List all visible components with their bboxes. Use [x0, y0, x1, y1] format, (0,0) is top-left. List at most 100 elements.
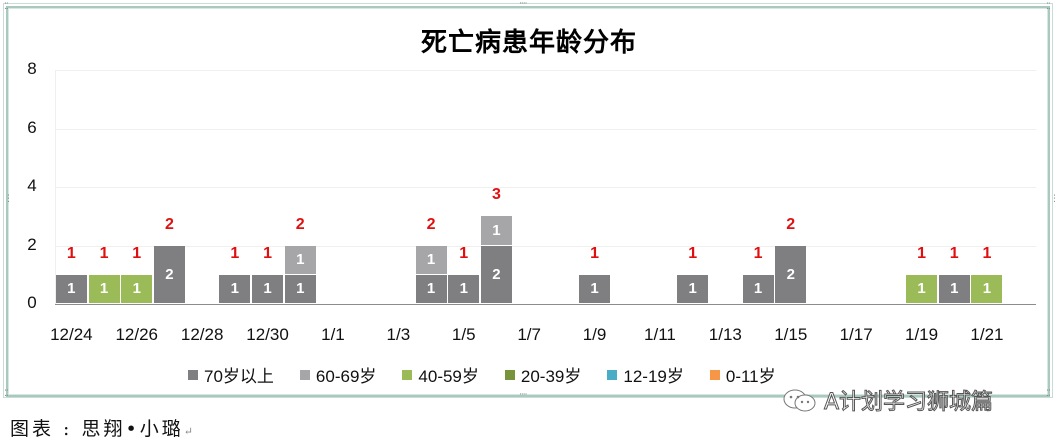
legend-label: 60-69岁	[315, 367, 377, 386]
resize-handle-top-right[interactable]: ⁚⁚	[1046, 2, 1051, 12]
total-label: 1	[917, 244, 926, 262]
legend: 70岁以上 60-69岁 40-59岁 20-39岁 12-19岁 0-11岁	[188, 362, 802, 387]
legend-swatch-icon	[607, 369, 618, 380]
bar-segment[interactable]: 1	[906, 274, 938, 303]
gridline	[55, 187, 1036, 188]
total-label: 2	[164, 215, 174, 233]
legend-label: 0-11岁	[725, 367, 776, 386]
bar-segment[interactable]: 1	[88, 274, 120, 303]
x-tick-label: 1/15	[774, 325, 808, 344]
legend-item[interactable]: 60-69岁	[299, 362, 377, 387]
total-label: 1	[982, 244, 992, 262]
bar-segment[interactable]: 2	[775, 245, 807, 303]
plot-left-border	[55, 70, 56, 304]
legend-swatch-icon	[402, 369, 413, 380]
bar-segment[interactable]: 1	[971, 274, 1003, 303]
total-label: 1	[949, 244, 959, 262]
bar-segment[interactable]: 2	[480, 245, 512, 303]
resize-handle-bottom-left[interactable]: ⁚⁚	[4, 389, 9, 399]
bar-segment[interactable]: 1	[252, 274, 284, 303]
y-tick-label: 0	[27, 293, 37, 312]
legend-swatch-icon	[709, 369, 720, 380]
x-tick-label: 1/17	[839, 325, 873, 344]
y-tick-label: 2	[27, 234, 37, 254]
legend-item[interactable]: 40-59岁	[402, 362, 479, 387]
bar-segment[interactable]: 1	[742, 274, 774, 303]
total-label: 1	[263, 244, 272, 262]
resize-handle-left[interactable]: ⋮	[4, 194, 13, 204]
bar-segment[interactable]: 1	[677, 274, 709, 303]
gridline	[55, 245, 1036, 247]
x-tick-label: 12/28	[180, 325, 224, 344]
resize-handle-bottom-right[interactable]: ⁚⁚	[1046, 389, 1051, 399]
total-label: 1	[66, 244, 76, 262]
total-label: 3	[491, 186, 501, 204]
x-tick-label: 1/5	[451, 325, 476, 344]
bar-segment[interactable]: 1	[55, 274, 87, 303]
resize-handle-right[interactable]: ⋮	[1050, 194, 1058, 204]
legend-swatch-icon	[299, 369, 310, 380]
figure-caption: 图表 : 思翔•小璐↵	[10, 414, 193, 441]
resize-handle-top-left[interactable]: ⁚⁚	[4, 2, 9, 12]
bar-segment[interactable]: 1	[480, 216, 512, 245]
legend-item[interactable]: 0-11岁	[709, 362, 776, 387]
x-tick-label: 1/9	[582, 325, 607, 344]
chart-title: 死亡病患年龄分布	[420, 28, 637, 58]
total-label: 1	[753, 244, 763, 262]
x-tick-label: 1/3	[386, 325, 411, 344]
bar-segment[interactable]: 1	[448, 274, 480, 303]
legend-swatch-icon	[188, 369, 198, 380]
y-tick-label: 8	[27, 59, 37, 78]
legend-label: 20-39岁	[520, 367, 582, 386]
bar-segment[interactable]: 2	[153, 245, 185, 303]
bar-segment[interactable]: 1	[284, 245, 316, 274]
x-tick-label: 1/21	[970, 325, 1004, 344]
x-tick-label: 1/1	[321, 325, 345, 344]
legend-label: 40-59岁	[418, 367, 479, 386]
resize-handle-top[interactable]: ····	[519, 0, 528, 9]
return-mark: ↵	[183, 425, 193, 438]
x-axis-line	[55, 304, 1036, 305]
legend-item[interactable]: 20-39岁	[504, 362, 582, 387]
legend-swatch-icon	[504, 369, 515, 380]
wechat-icon	[782, 388, 818, 412]
gridline	[55, 70, 1036, 71]
caption-text: 图表 : 思翔•小璐	[10, 418, 184, 440]
y-tick-label: 6	[27, 117, 37, 137]
y-tick-label: 4	[27, 176, 37, 195]
total-label: 2	[295, 215, 305, 233]
legend-label: 70岁以上	[204, 367, 274, 386]
x-tick-label: 1/11	[644, 325, 676, 344]
total-label: 2	[786, 215, 796, 233]
resize-handle-bottom[interactable]: ····	[519, 390, 528, 400]
x-tick-label: 1/7	[517, 325, 541, 344]
x-tick-label: 1/19	[905, 325, 939, 344]
watermark-text: A计划学习狮城篇	[823, 390, 994, 416]
legend-item[interactable]: 12-19岁	[607, 362, 684, 387]
total-label: 1	[590, 244, 599, 262]
chart-frame[interactable]	[6, 6, 1050, 397]
x-tick-label: 12/30	[246, 325, 289, 344]
x-tick-label: 1/13	[708, 325, 742, 344]
bar-segment[interactable]: 1	[415, 245, 447, 274]
gridline	[55, 128, 1036, 130]
total-label: 1	[688, 244, 698, 262]
bar-segment[interactable]: 1	[579, 274, 611, 303]
bar-segment[interactable]: 1	[938, 274, 970, 303]
chart-frame-outer	[3, 3, 1053, 398]
bar-segment[interactable]: 1	[415, 274, 447, 303]
total-label: 1	[99, 244, 109, 262]
legend-label: 12-19岁	[623, 367, 684, 386]
bar-segment[interactable]: 1	[121, 274, 153, 303]
legend-item[interactable]: 70岁以上	[188, 362, 274, 387]
total-label: 1	[132, 244, 142, 262]
total-label: 1	[230, 244, 240, 262]
x-tick-label: 12/26	[115, 325, 159, 344]
total-label: 2	[426, 215, 436, 233]
x-tick-label: 12/24	[50, 325, 93, 344]
bar-segment[interactable]: 1	[284, 274, 316, 303]
bar-segment[interactable]: 1	[219, 274, 251, 303]
watermark: A计划学习狮城篇	[782, 384, 994, 416]
total-label: 1	[459, 244, 469, 262]
